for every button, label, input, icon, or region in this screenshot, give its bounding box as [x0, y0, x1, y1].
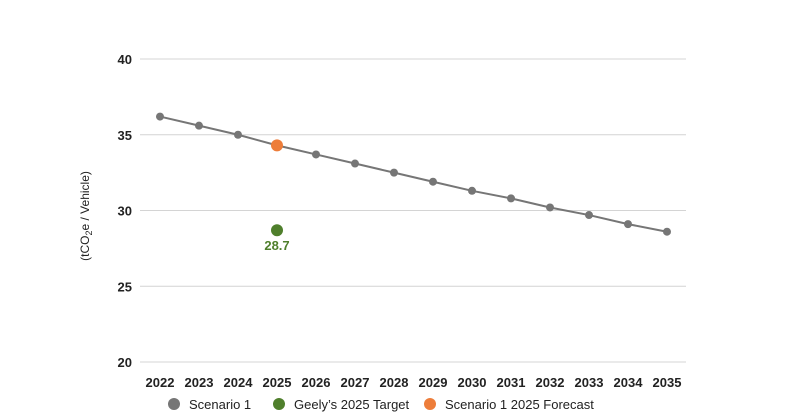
data-point-2030	[468, 186, 476, 195]
data-point-2023	[195, 121, 203, 130]
x-tick-2030: 2030	[458, 375, 487, 390]
data-point-2029	[429, 177, 437, 186]
x-tick-2028: 2028	[380, 375, 409, 390]
legend-label: Scenario 1	[189, 397, 251, 412]
x-tick-2024: 2024	[224, 375, 254, 390]
data-point-2033	[585, 211, 593, 220]
legend-label: Scenario 1 2025 Forecast	[445, 397, 594, 412]
data-point-2027	[351, 159, 359, 168]
data-label-2025: 28.7	[264, 238, 289, 253]
legend-item-2: Scenario 1 2025 Forecast	[424, 397, 594, 412]
data-point-2031	[507, 194, 515, 203]
series-layer: 28.7	[156, 112, 671, 253]
data-point-2034	[624, 220, 632, 229]
marker-1-2025	[271, 224, 283, 237]
data-point-2028	[390, 168, 398, 177]
x-tick-2027: 2027	[341, 375, 370, 390]
x-tick-2029: 2029	[419, 375, 448, 390]
y-tick-30: 30	[118, 204, 132, 219]
legend-label: Geely’s 2025 Target	[294, 397, 410, 412]
series-line	[159, 115, 668, 233]
legend-marker	[168, 398, 180, 410]
x-tick-2022: 2022	[146, 375, 175, 390]
gridlines	[140, 58, 686, 363]
y-tick-20: 20	[118, 355, 132, 370]
x-tick-2032: 2032	[536, 375, 565, 390]
series-2	[271, 139, 283, 152]
x-tick-2035: 2035	[653, 375, 682, 390]
y-axis-label: (tCO2e / Vehicle)	[78, 171, 94, 261]
data-point-2035	[663, 227, 671, 236]
legend-marker	[424, 398, 436, 410]
data-point-2022	[156, 112, 164, 121]
data-point-2026	[312, 150, 320, 159]
x-tick-2034: 2034	[614, 375, 644, 390]
y-tick-labels: 20 25 30 35 40	[118, 52, 132, 370]
marker-2-2025	[271, 139, 283, 152]
x-tick-2025: 2025	[263, 375, 292, 390]
x-tick-2033: 2033	[575, 375, 604, 390]
legend-item-0: Scenario 1	[168, 397, 251, 412]
legend-marker	[273, 398, 285, 410]
x-tick-2023: 2023	[185, 375, 214, 390]
x-tick-labels: 2022 2023 2024 2025 2026 2027 2028 2029 2030 2031…	[146, 375, 682, 390]
series-1: 28.7	[264, 224, 290, 253]
data-point-2024	[234, 130, 242, 139]
series-0	[156, 112, 671, 236]
y-tick-35: 35	[118, 128, 132, 143]
y-tick-25: 25	[118, 279, 132, 294]
legend: Scenario 1 Geely’s 2025 Target Scenario 1 …	[168, 397, 594, 412]
x-tick-2031: 2031	[497, 375, 526, 390]
legend-item-1: Geely’s 2025 Target	[273, 397, 410, 412]
data-point-2032	[546, 203, 554, 212]
y-tick-40: 40	[118, 52, 132, 67]
x-tick-2026: 2026	[302, 375, 331, 390]
